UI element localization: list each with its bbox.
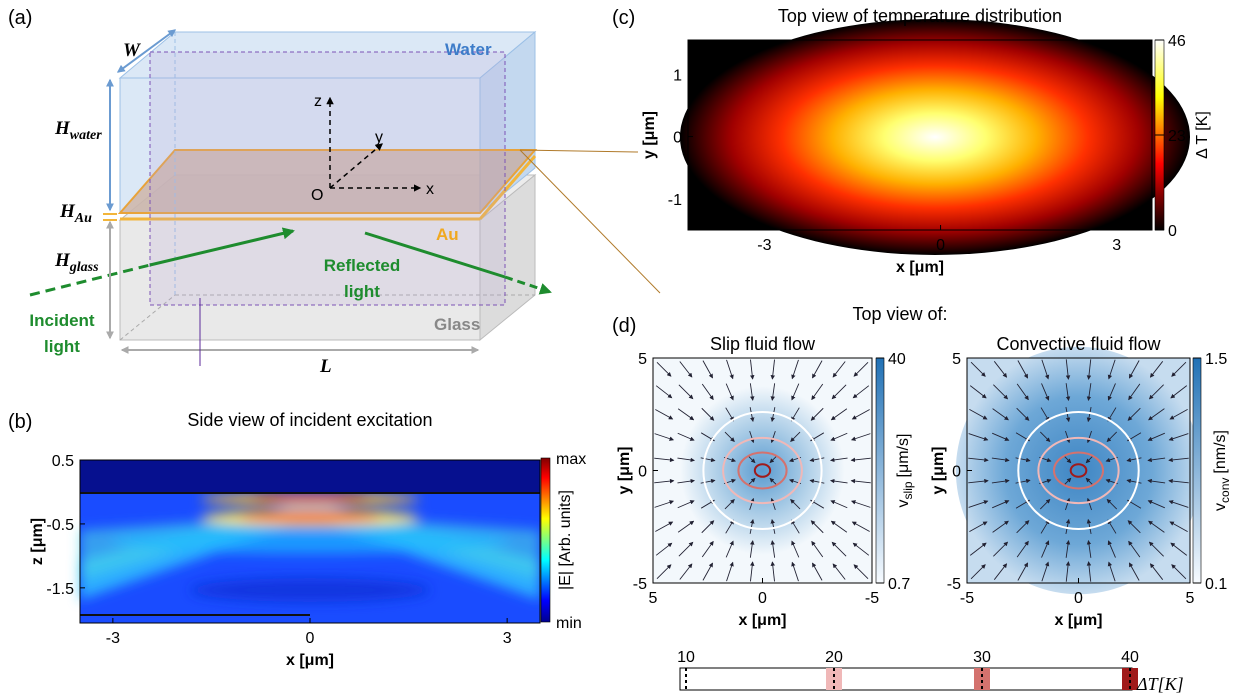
colorbar-title: vslip [μm/s] [895, 434, 915, 508]
colorbar-label: min [556, 615, 582, 632]
colorbar-title-main: v [895, 499, 912, 507]
y-axis-label: y [μm] [930, 446, 947, 494]
heatmap-hotspot [680, 19, 1190, 255]
y-axis-label: y [μm] [616, 446, 633, 494]
plot-title: Convective fluid flow [996, 334, 1161, 354]
x-tick-label: 3 [503, 630, 512, 647]
material-label: Water [445, 40, 492, 59]
x-tick-label: 0 [306, 630, 315, 647]
y-tick-label: 5 [952, 351, 961, 368]
dim-label: W [123, 40, 141, 61]
axis-label: x [426, 181, 434, 198]
colorbar-tick-label: 46 [1168, 33, 1186, 50]
dim-label: HAu [59, 201, 92, 226]
axis-label: y [375, 129, 383, 146]
y-tick-label: -5 [633, 576, 647, 593]
ray-label: Incident [29, 311, 95, 330]
y-tick-label: 5 [638, 351, 647, 368]
x-tick-label: 3 [1112, 237, 1121, 254]
contour-scale-label: ΔT[K] [1136, 674, 1184, 694]
x-axis-label: x [μm] [896, 259, 944, 276]
plot-title: Top view of temperature distribution [778, 6, 1062, 26]
x-tick-label: -3 [106, 630, 120, 647]
colorbar-tick-label: 23 [1168, 128, 1186, 145]
y-tick-label: -1 [668, 192, 682, 209]
dim-label: L [319, 356, 332, 377]
colorbar-title-sub: conv [1218, 478, 1232, 503]
heatmap-water [80, 460, 540, 492]
link-line [520, 150, 638, 152]
y-tick-label: 0 [638, 464, 647, 481]
y-tick-label: -0.5 [46, 517, 74, 534]
y-tick-label: 0 [952, 464, 961, 481]
axis-label: z [314, 93, 322, 110]
x-tick-label: 0 [1074, 590, 1083, 607]
colorbar-tick-label: 40 [888, 351, 906, 368]
material-label: Au [436, 225, 459, 244]
contour-tick-label: 40 [1121, 649, 1139, 666]
panel-label: (d) [612, 315, 636, 337]
contour-tick-label: 10 [677, 649, 695, 666]
contour-tick-label: 20 [825, 649, 843, 666]
material-label: Glass [434, 315, 480, 334]
link-line [520, 150, 660, 293]
colorbar-tick-label: 0.1 [1205, 576, 1227, 593]
y-axis-label: z [μm] [29, 518, 46, 565]
colorbar-tick-label: 0.7 [888, 576, 910, 593]
x-tick-label: -5 [960, 590, 974, 607]
colorbar [1193, 358, 1201, 583]
x-axis-label: x [μm] [738, 612, 786, 629]
ray-label: light [44, 337, 80, 356]
panel-title: Top view of: [852, 304, 947, 324]
colorbar-title: vconv [nm/s] [1212, 430, 1232, 511]
heatmap-core [956, 347, 1201, 595]
x-tick-label: -3 [757, 237, 771, 254]
panel-label: (b) [8, 411, 32, 433]
y-tick-label: -1.5 [46, 581, 74, 598]
colorbar-title-unit: [nm/s] [1212, 430, 1229, 474]
plot-title: Slip fluid flow [710, 334, 816, 354]
ray-label: light [344, 282, 380, 301]
contour-tick-label: 30 [973, 649, 991, 666]
colorbar-title-main: v [1212, 503, 1229, 511]
panel-label: (c) [612, 7, 635, 29]
y-tick-label: 0.5 [52, 453, 74, 470]
colorbar-title-sub: slip [901, 481, 915, 499]
panel-label: (a) [8, 7, 32, 29]
x-tick-label: 0 [936, 237, 945, 254]
field-map [80, 458, 550, 623]
panel-a-diagram [30, 30, 660, 366]
colorbar-tick-label: 1.5 [1205, 351, 1227, 368]
colorbar [876, 358, 884, 583]
colorbar-title: Δ T [K] [1194, 111, 1211, 159]
dim-label: Hglass [54, 250, 99, 275]
x-axis-label: x [μm] [286, 652, 334, 669]
y-tick-label: -5 [947, 576, 961, 593]
x-tick-label: 0 [758, 590, 767, 607]
colorbar-title: |E| [Arb. units] [557, 490, 574, 590]
figure: (a) W Water Hwater HAu Hglass L Au Glass… [0, 0, 1246, 698]
colorbar-title-unit: [μm/s] [895, 434, 912, 478]
x-tick-label: 5 [649, 590, 658, 607]
colorbar-tick-label: 0 [1168, 223, 1177, 240]
y-tick-label: 1 [673, 67, 682, 84]
x-axis-label: x [μm] [1054, 612, 1102, 629]
x-tick-label: -5 [865, 590, 879, 607]
colorbar [541, 458, 550, 622]
dim-label: Hwater [54, 118, 102, 143]
ray-label: Reflected [324, 256, 401, 275]
x-tick-label: 5 [1186, 590, 1195, 607]
axis-label: O [311, 187, 323, 204]
contour-scale [680, 668, 1132, 690]
plot-title: Side view of incident excitation [187, 410, 432, 430]
y-tick-label: 0 [673, 130, 682, 147]
colorbar-label: max [556, 451, 586, 468]
y-axis-label: y [μm] [641, 111, 658, 159]
